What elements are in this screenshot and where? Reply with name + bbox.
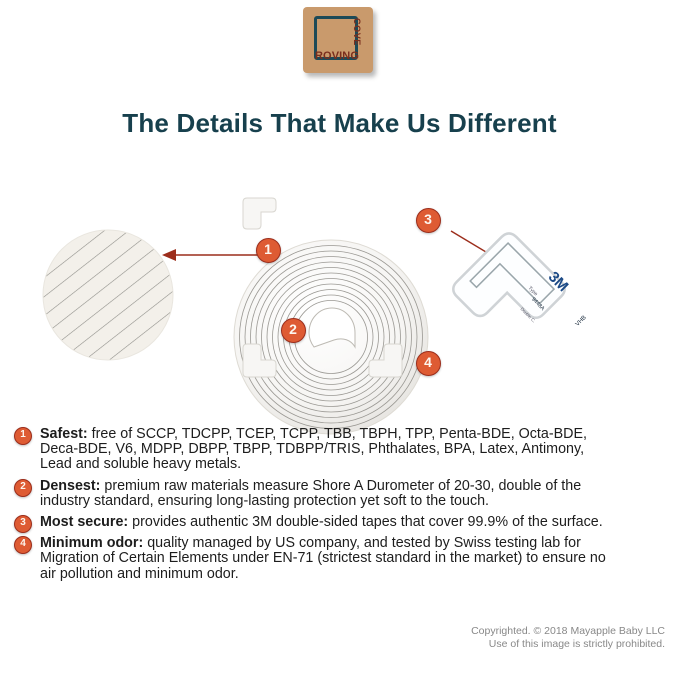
svg-text:VHB: VHB — [575, 315, 588, 328]
